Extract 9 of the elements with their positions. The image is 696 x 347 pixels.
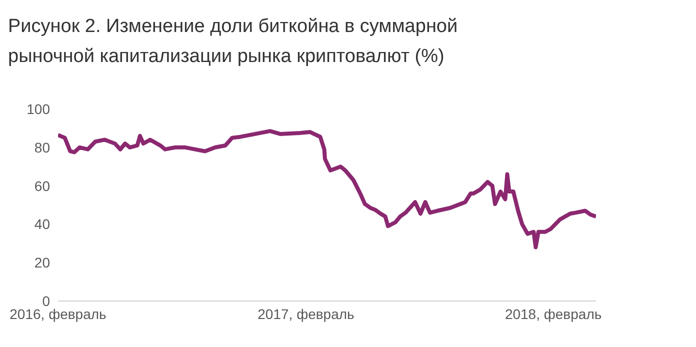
y-tick-label: 40 — [34, 216, 50, 232]
line-series — [58, 129, 596, 250]
y-tick-label: 100 — [26, 100, 50, 117]
y-tick-label: 20 — [34, 254, 50, 271]
chart-title: Рисунок 2. Изменение доли биткойна в суммарной рыночной капитализации рынка криптовалют (%) — [8, 15, 459, 69]
y-tick-label: 80 — [34, 139, 50, 156]
x-tick-label: 2017, февраль — [258, 306, 354, 322]
y-tick-label: 60 — [34, 178, 50, 194]
x-tick-label: 2018, февраль — [504, 306, 602, 322]
